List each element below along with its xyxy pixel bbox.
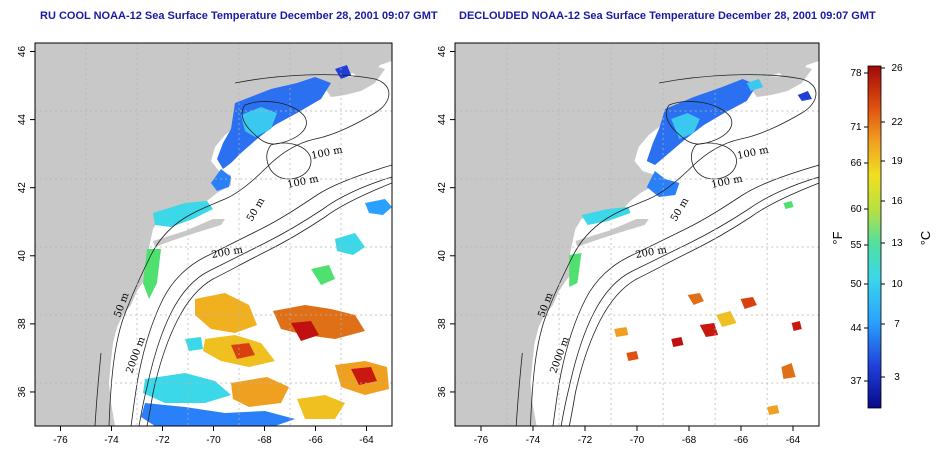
right-axes: -76 -74 -72 -70 -68 -66 -64 36 38 40 42 44 46 bbox=[437, 46, 801, 446]
colorbar-c-tick-label: 16 bbox=[891, 196, 903, 207]
right-lon-tick-label: -74 bbox=[526, 435, 541, 446]
left-lon-tick-label: -68 bbox=[257, 435, 272, 446]
colorbar-f-tick-label: 55 bbox=[850, 240, 862, 251]
left-lat-tick-label: 36 bbox=[17, 386, 28, 398]
colorbar-f-tick-label: 44 bbox=[850, 323, 862, 334]
right-lat-tick-label: 44 bbox=[437, 114, 448, 126]
left-contour-label: 2000 m bbox=[124, 335, 148, 375]
colorbar-f-tick-label: 66 bbox=[850, 158, 862, 169]
left-lat-tick-label: 40 bbox=[17, 250, 28, 262]
right-lat-tick-label: 46 bbox=[437, 46, 448, 58]
right-lon-tick-label: -68 bbox=[682, 435, 697, 446]
celsius-unit-label: °C bbox=[918, 231, 933, 246]
left-map-title: RU COOL NOAA-12 Sea Surface Temperature … bbox=[40, 10, 438, 22]
colorbar-f-tick-label: 71 bbox=[850, 122, 862, 133]
left-axes: -76 -74 -72 -70 -68 -66 -64 36 38 40 42 44 46 bbox=[17, 46, 374, 446]
left-lon-tick-label: -76 bbox=[53, 435, 68, 446]
right-lon-tick-label: -64 bbox=[786, 435, 801, 446]
right-lon-tick-label: -76 bbox=[474, 435, 489, 446]
colorbar-f-tick-label: 50 bbox=[850, 279, 862, 290]
left-contour-label: 50 m bbox=[245, 196, 267, 224]
left-lat-tick-label: 38 bbox=[17, 318, 28, 330]
left-lon-tick-label: -74 bbox=[104, 435, 119, 446]
left-lon-tick-label: -64 bbox=[359, 435, 374, 446]
right-contour-label: 50 m bbox=[669, 196, 691, 224]
left-lat-tick-label: 42 bbox=[17, 182, 28, 194]
left-lat-tick-label: 44 bbox=[17, 114, 28, 126]
right-lon-tick-label: -72 bbox=[578, 435, 593, 446]
left-lon-tick-label: -70 bbox=[206, 435, 221, 446]
right-sst-offshore bbox=[614, 201, 802, 415]
right-sst-gulf-of-maine bbox=[569, 79, 812, 287]
right-lat-tick-label: 40 bbox=[437, 250, 448, 262]
right-map-title: DECLOUDED NOAA-12 Sea Surface Temperatur… bbox=[459, 10, 876, 22]
right-lat-tick-label: 36 bbox=[437, 386, 448, 398]
colorbar-c-tick-label: 26 bbox=[891, 63, 903, 74]
colorbar-c-tick-label: 10 bbox=[891, 279, 903, 290]
left-lon-tick-label: -72 bbox=[155, 435, 170, 446]
left-sst-gulf-of-maine bbox=[143, 65, 351, 299]
colorbar-f-tick-label: 60 bbox=[850, 204, 862, 215]
colorbar-c-tick-label: 19 bbox=[891, 156, 903, 167]
colorbar bbox=[867, 65, 882, 409]
right-lat-tick-label: 42 bbox=[437, 182, 448, 194]
colorbar-f-tick-label: 78 bbox=[850, 68, 862, 79]
colorbar-ticks: 78 71 66 60 55 50 44 37 26 22 19 16 13 10 7 3 bbox=[850, 63, 903, 387]
left-sst-offshore bbox=[141, 199, 392, 426]
right-lon-tick-label: -70 bbox=[630, 435, 645, 446]
left-lat-tick-label: 46 bbox=[17, 46, 28, 58]
right-land bbox=[455, 43, 819, 426]
left-contour-label: 100 m bbox=[310, 144, 344, 161]
right-lat-tick-label: 38 bbox=[437, 318, 448, 330]
right-map bbox=[455, 43, 819, 426]
colorbar-c-tick-label: 3 bbox=[894, 372, 900, 383]
right-contour-label: 100 m bbox=[710, 173, 744, 190]
colorbar-c-tick-label: 22 bbox=[891, 117, 903, 128]
right-contour-label: 100 m bbox=[736, 144, 770, 161]
left-contour-label: 100 m bbox=[286, 173, 320, 190]
right-lon-tick-label: -66 bbox=[734, 435, 749, 446]
left-map bbox=[35, 43, 392, 426]
fahrenheit-unit-label: °F bbox=[830, 231, 845, 244]
colorbar-f-tick-label: 37 bbox=[850, 376, 862, 387]
colorbar-c-tick-label: 13 bbox=[891, 238, 903, 249]
right-contour-label: 2000 m bbox=[548, 335, 572, 375]
left-lon-tick-label: -66 bbox=[308, 435, 323, 446]
colorbar-c-tick-label: 7 bbox=[894, 319, 900, 330]
